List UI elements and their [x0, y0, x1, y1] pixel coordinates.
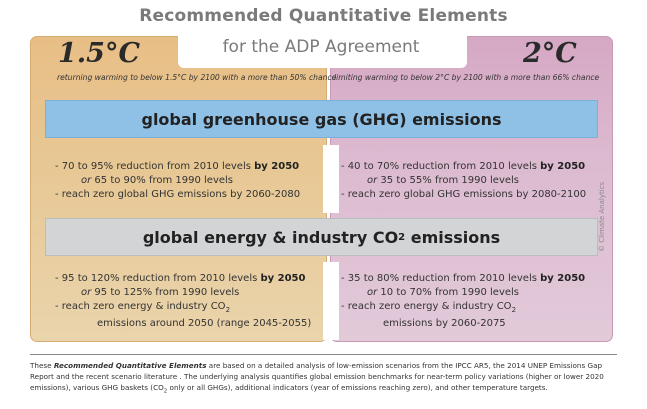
energy-band-label: global energy & industry CO: [142, 227, 399, 247]
temp-label-1-5c: 1.5°C: [58, 38, 140, 69]
energy-band-label-tail: emissions: [405, 227, 501, 247]
main-title: Recommended Quantitative Elements: [139, 6, 508, 26]
ghg-band: global greenhouse gas (GHG) emissions: [45, 100, 598, 138]
subtitle-1-5c: returning warming to below 1.5°C by 2100…: [57, 73, 337, 82]
temp-label-2c: 2°C: [523, 38, 577, 69]
energy-band-subscript: 2: [398, 231, 406, 243]
footer-note: These Recommended Quantitative Elements …: [30, 361, 604, 395]
title-notch-left: [178, 36, 330, 68]
ghg-2c-block: - 40 to 70% reduction from 2010 levels b…: [341, 161, 587, 200]
energy-2c-block: - 35 to 80% reduction from 2010 levels b…: [341, 273, 586, 329]
energy-band: global energy & industry CO 2 emissions: [45, 218, 598, 256]
panel-2c: [330, 36, 613, 342]
column-divider-lower: [323, 262, 339, 340]
main-subtitle: for the ADP Agreement: [222, 37, 420, 57]
ghg-1-5c-block: - 70 to 95% reduction from 2010 levels b…: [55, 161, 301, 200]
footer-divider: [30, 354, 617, 355]
copyright-credit: © Climate Analytics: [598, 181, 606, 252]
title-notch-right: [330, 36, 467, 68]
column-divider-upper: [323, 145, 339, 213]
energy-1-5c-block: - 95 to 120% reduction from 2010 levels …: [55, 273, 312, 329]
panel-1-5c: [30, 36, 327, 342]
subtitle-2c: limiting warming to below 2°C by 2100 wi…: [334, 73, 600, 82]
